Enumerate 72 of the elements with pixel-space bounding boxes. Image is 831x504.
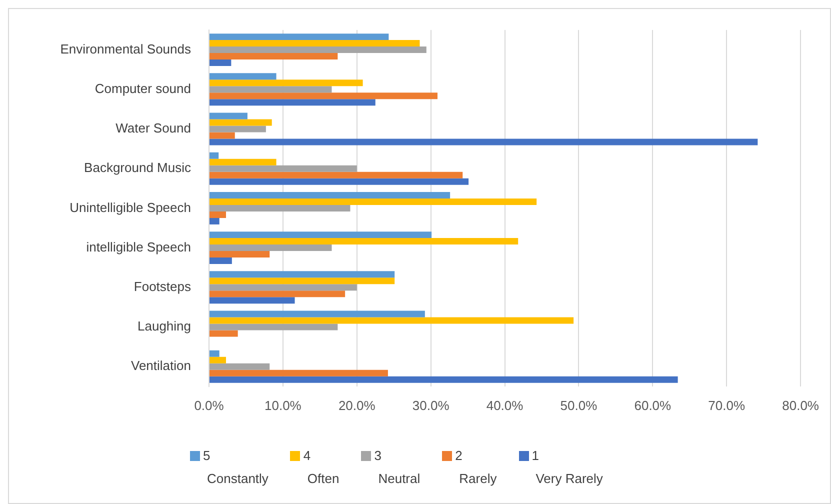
bar	[210, 363, 270, 370]
bar	[210, 165, 357, 172]
bar	[210, 244, 332, 252]
bar	[210, 73, 276, 80]
bar	[210, 324, 338, 330]
legend-label: 3	[373, 448, 382, 463]
text: Very Rarely	[536, 471, 603, 486]
bar	[210, 46, 426, 54]
bar	[210, 158, 276, 166]
y-tick-label: Environmental Sounds	[60, 41, 192, 56]
bar	[210, 330, 238, 337]
bar	[210, 278, 395, 284]
bar	[210, 86, 332, 93]
bar	[210, 34, 389, 40]
bar	[210, 138, 758, 146]
bar	[210, 53, 338, 60]
bar	[210, 211, 226, 218]
bar	[210, 238, 518, 245]
x-tick-label: 80.0%	[782, 398, 820, 413]
text: Rarely	[459, 471, 497, 486]
bar	[210, 370, 388, 376]
x-tick-label: 40.0%	[486, 398, 524, 413]
legend-label: 4	[302, 448, 312, 463]
bar	[210, 350, 220, 357]
y-tick-label: Computer sound	[94, 80, 191, 96]
x-tick-label: 20.0%	[338, 398, 376, 413]
bar	[210, 172, 463, 178]
bar	[210, 126, 266, 132]
bar	[210, 204, 350, 212]
legend-label: 2	[454, 448, 464, 463]
x-tick-label: 60.0%	[634, 398, 672, 413]
bar	[210, 218, 220, 224]
bar	[210, 376, 678, 383]
x-tick-label: 70.0%	[708, 398, 746, 413]
bar	[210, 99, 376, 106]
y-tick-label: Ventilation	[131, 358, 191, 374]
bar	[210, 284, 357, 291]
text: Constantly	[207, 471, 268, 486]
bar	[210, 178, 469, 185]
x-tick-label: 30.0%	[412, 398, 450, 413]
y-tick-label: Laughing	[138, 318, 191, 334]
bar	[210, 112, 248, 120]
bar	[210, 60, 232, 66]
bar	[210, 258, 232, 264]
y-tick-label: intelligible Speech	[86, 239, 191, 254]
y-tick-label: Unintelligible Speech	[70, 200, 191, 215]
bar	[210, 40, 420, 47]
bar	[210, 251, 270, 258]
y-tick-label: Water Sound	[116, 120, 191, 136]
bar	[210, 152, 219, 159]
bar	[210, 310, 425, 318]
bar	[210, 290, 346, 298]
x-tick-label: 50.0%	[560, 398, 598, 413]
bar	[210, 119, 272, 126]
bar	[210, 271, 395, 278]
y-tick-label: Background Music	[84, 160, 192, 176]
bar	[210, 297, 295, 304]
bar	[210, 317, 574, 324]
legend-label: 1	[530, 448, 540, 463]
bar	[210, 132, 235, 139]
bar	[210, 198, 537, 205]
bar	[210, 92, 438, 100]
text: Often	[307, 471, 340, 486]
y-tick-label: Footsteps	[134, 278, 192, 294]
bar	[210, 192, 450, 198]
x-tick-label: 10.0%	[264, 398, 302, 413]
text: Neutral	[378, 471, 420, 486]
bar	[210, 232, 432, 238]
bar	[210, 356, 226, 364]
bar	[210, 80, 363, 86]
x-tick-label: 0.0%	[194, 398, 224, 413]
legend-label: 5	[202, 448, 212, 463]
